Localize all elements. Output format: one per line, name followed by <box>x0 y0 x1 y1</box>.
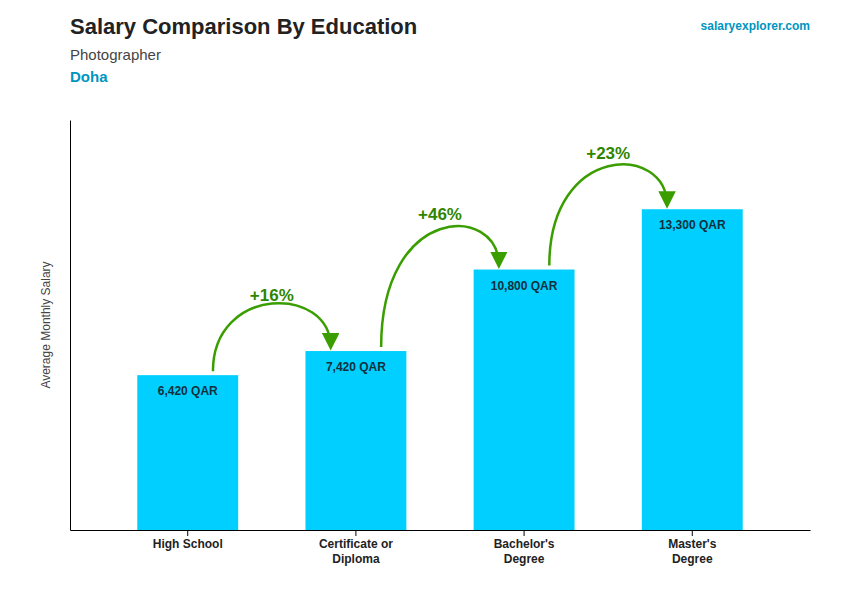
change-arrow <box>549 164 667 265</box>
x-tick-label-line: Degree <box>672 552 713 566</box>
x-tick-label: High School <box>153 537 223 551</box>
change-arrow <box>213 303 331 371</box>
y-axis <box>70 121 71 531</box>
x-tick-label-line: Certificate or <box>319 537 393 551</box>
x-tick-label-line: Bachelor's <box>494 537 555 551</box>
x-tick-label: Master'sDegree <box>668 537 717 566</box>
x-tick-mark <box>187 530 188 536</box>
x-tick-mark <box>355 530 356 536</box>
x-tick-label-line: Degree <box>504 552 545 566</box>
x-tick-label-line: Diploma <box>332 552 380 566</box>
data-label: 6,420 QAR <box>158 384 218 398</box>
x-tick-label: Bachelor'sDegree <box>494 537 555 566</box>
data-label: 13,300 QAR <box>659 218 726 232</box>
chart: Salary Comparison By Education Photograph… <box>0 0 850 606</box>
change-arrows: +16% +46% +23% <box>213 144 667 371</box>
x-tick: Certificate orDiploma <box>319 530 393 566</box>
change-label: +46% <box>418 205 462 224</box>
bar <box>642 209 743 530</box>
x-axis-line <box>71 530 811 531</box>
change-label: +23% <box>586 144 630 163</box>
annotation: Doha <box>70 68 108 85</box>
change-arrow <box>381 226 499 347</box>
x-tick-label-line: Master's <box>668 537 717 551</box>
x-tick-label-line: High School <box>153 537 223 551</box>
bar <box>305 351 406 530</box>
bars <box>137 209 742 530</box>
data-labels: 6,420 QAR 7,420 QAR 10,800 QAR 13,300 QAR <box>158 218 726 398</box>
x-tick: Master'sDegree <box>668 530 717 566</box>
bar <box>137 375 238 530</box>
x-tick-mark <box>692 530 693 536</box>
x-tick-label: Certificate orDiploma <box>319 537 393 566</box>
y-axis-title: Average Monthly Salary <box>39 261 53 388</box>
plot: Average Monthly Salary High School Certifi… <box>39 121 811 566</box>
x-tick: Bachelor'sDegree <box>494 530 555 566</box>
watermark: salaryexplorer.com <box>701 19 810 33</box>
data-label: 7,420 QAR <box>326 360 386 374</box>
x-tick-mark <box>524 530 525 536</box>
subtitle: Photographer <box>70 46 161 63</box>
y-axis-line <box>70 121 71 531</box>
title: Salary Comparison By Education <box>70 14 417 39</box>
x-tick: High School <box>153 530 223 551</box>
data-label: 10,800 QAR <box>491 279 558 293</box>
change-label: +16% <box>250 286 294 305</box>
x-axis: High School Certificate orDiploma Bachelor… <box>71 530 811 566</box>
bar <box>474 270 575 530</box>
